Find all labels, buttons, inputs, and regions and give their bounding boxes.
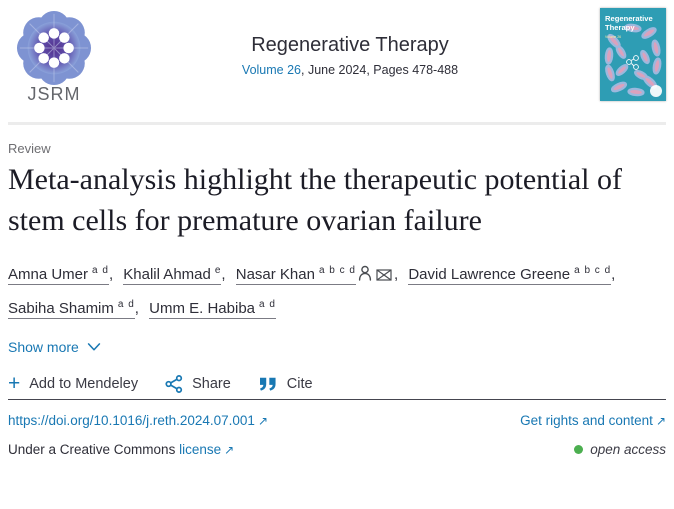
jsrm-flower-icon	[16, 10, 92, 86]
journal-masthead: JSRM Regenerative Therapy Volume 26, Jun…	[8, 8, 666, 104]
author-affiliations: a b c d	[318, 265, 356, 276]
license-text: license	[179, 442, 222, 457]
author-affiliations: a d	[117, 299, 135, 310]
author-link[interactable]: Nasar Khan a b c d	[235, 265, 356, 285]
footer-divider	[8, 399, 666, 400]
license-link[interactable]: license ↗	[179, 442, 234, 457]
author: Sabiha Shamim a d,	[8, 299, 145, 319]
journal-cover-thumbnail[interactable]: Regenerative Therapy Volume 26	[600, 8, 666, 101]
license-openaccess-row: Under a Creative Commons license ↗ open a…	[8, 442, 666, 457]
author-link[interactable]: David Lawrence Greene a b c d	[408, 265, 612, 285]
volume-link[interactable]: Volume 26	[241, 63, 301, 77]
author-name: Khalil Ahmad	[123, 266, 211, 283]
author: David Lawrence Greene a b c d,	[408, 265, 621, 285]
journal-title-block: Regenerative Therapy Volume 26, June 202…	[100, 8, 600, 77]
author: Umm E. Habiba a d	[149, 299, 276, 319]
cite-button[interactable]: Cite	[258, 376, 313, 392]
share-button[interactable]: Share	[165, 375, 231, 393]
open-access-dot-icon	[574, 445, 584, 454]
author-link[interactable]: Khalil Ahmad e	[123, 265, 222, 285]
svg-text:Regenerative: Regenerative	[605, 14, 653, 23]
author-list: Amna Umer a d, Khalil Ahmad e, Nasar Khan a…	[8, 256, 666, 324]
author-separator: ,	[221, 266, 226, 283]
open-access-badge: open access	[574, 442, 666, 457]
author-affiliations: a b c d	[574, 265, 612, 276]
author-separator: ,	[611, 266, 616, 283]
cite-quote-icon	[259, 377, 276, 391]
author-link[interactable]: Amna Umer a d	[8, 265, 109, 285]
header-divider	[8, 122, 666, 125]
journal-title-link[interactable]: Regenerative Therapy	[251, 34, 449, 56]
get-rights-text: Get rights and content	[520, 413, 653, 428]
author-name: Amna Umer	[8, 266, 89, 283]
get-rights-link[interactable]: Get rights and content ↗	[520, 413, 666, 428]
author: Khalil Ahmad e,	[123, 265, 231, 285]
jsrm-logo: JSRM	[8, 8, 100, 105]
svg-text:Volume 26: Volume 26	[605, 35, 621, 39]
corresponding-author-person-icon	[358, 265, 372, 281]
author-separator: ,	[134, 300, 139, 317]
cc-label: Under a Creative Commons	[8, 442, 176, 457]
external-link-icon: ↗	[224, 443, 235, 457]
show-more-label: Show more	[8, 339, 79, 355]
author: Nasar Khan a b c d,	[235, 265, 404, 285]
cite-label: Cite	[286, 376, 313, 392]
external-link-icon: ↗	[257, 414, 268, 428]
author-line-2: Sabiha Shamim a d, Umm E. Habiba a d	[8, 290, 666, 324]
article-head: Review Meta-analysis highlight the thera…	[8, 141, 666, 395]
svg-text:Therapy: Therapy	[605, 23, 635, 32]
author-link[interactable]: Umm E. Habiba a d	[149, 299, 276, 319]
article-title: Meta-analysis highlight the therapeutic …	[8, 163, 622, 237]
issue-info-line: Volume 26, June 2024, Pages 478-488	[100, 63, 600, 77]
doi-rights-row: https://doi.org/10.1016/j.reth.2024.07.0…	[8, 413, 666, 428]
plus-icon: +	[8, 372, 21, 395]
author: Amna Umer a d,	[8, 265, 119, 285]
email-envelope-icon[interactable]	[376, 269, 392, 281]
article-footer: https://doi.org/10.1016/j.reth.2024.07.0…	[8, 413, 666, 457]
article-category-label: Review	[8, 141, 51, 156]
author-line-1: Amna Umer a d, Khalil Ahmad e, Nasar Khan a…	[8, 256, 666, 290]
add-to-mendeley-label: Add to Mendeley	[29, 376, 139, 392]
add-to-mendeley-button[interactable]: + Add to Mendeley	[8, 372, 139, 395]
show-more-button[interactable]: Show more	[8, 339, 101, 355]
author-name: David Lawrence Greene	[408, 266, 571, 283]
author-separator: ,	[394, 266, 399, 283]
open-access-label: open access	[590, 442, 666, 457]
share-icon	[165, 375, 183, 393]
creative-commons-text: Under a Creative Commons license ↗	[8, 442, 234, 457]
author-affiliations: e	[214, 265, 222, 276]
article-actions-toolbar: + Add to Mendeley Share Cite	[8, 372, 666, 395]
author-name: Nasar Khan	[235, 266, 315, 283]
author-affiliations: a d	[259, 299, 276, 310]
doi-link[interactable]: https://doi.org/10.1016/j.reth.2024.07.0…	[8, 413, 268, 428]
share-label: Share	[192, 376, 231, 392]
author-affiliations: a d	[92, 265, 109, 276]
doi-text: https://doi.org/10.1016/j.reth.2024.07.0…	[8, 413, 255, 428]
author-name: Sabiha Shamim	[8, 300, 114, 317]
issue-info-text: , June 2024, Pages 478-488	[301, 63, 459, 77]
external-link-icon: ↗	[655, 414, 666, 428]
author-name: Umm E. Habiba	[149, 300, 256, 317]
author-link[interactable]: Sabiha Shamim a d	[8, 299, 135, 319]
jsrm-logo-text: JSRM	[27, 84, 81, 104]
journal-cover-art: Regenerative Therapy Volume 26	[600, 8, 666, 101]
chevron-down-icon	[87, 343, 101, 351]
author-separator: ,	[108, 266, 114, 283]
